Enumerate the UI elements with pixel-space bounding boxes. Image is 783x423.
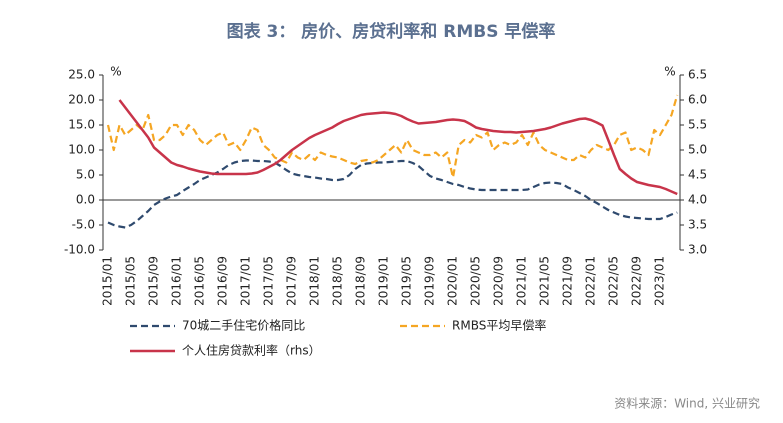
x-tick-label: 2020/05 [469,256,483,306]
x-tick-label: 2015/09 [147,256,161,306]
x-tick-label: 2018/01 [308,256,322,306]
x-tick-label: 2019/05 [400,256,414,306]
y-tick-label: 25.0 [68,68,95,82]
y2-tick-label: 5.5 [688,118,707,132]
y-tick-label: 0.0 [76,193,95,207]
y2-tick-label: 6.0 [688,93,707,107]
y2-tick-label: 5.0 [688,143,707,157]
y-tick-label: 20.0 [68,93,95,107]
series-line [118,99,678,196]
x-tick-label: 2016/09 [216,256,230,306]
y2-tick-label: 6.5 [688,68,707,82]
x-tick-label: 2018/09 [354,256,368,306]
x-tick-label: 2019/01 [377,256,391,306]
y2-axis-unit: % [664,65,675,79]
x-tick-label: 2023/01 [653,256,667,306]
legend-label: 70城二手住宅价格同比 [182,318,305,333]
x-tick-label: 2015/05 [124,256,138,306]
x-tick-label: 2022/05 [607,256,621,306]
y-tick-label: 5.0 [76,168,95,182]
chart-title: 图表 3： 房价、房贷利率和 RMBS 早偿率 [227,21,556,42]
series-line [106,94,679,179]
y2-tick-label: 3.5 [688,218,707,232]
x-tick-label: 2021/05 [538,256,552,306]
y-tick-label: 15.0 [68,118,95,132]
x-tick-label: 2019/09 [423,256,437,306]
y2-tick-label: 4.5 [688,168,707,182]
x-tick-label: 2021/01 [515,256,529,306]
series-line [107,159,678,229]
y-tick-label: -5.0 [72,218,95,232]
x-tick-label: 2016/05 [193,256,207,306]
x-tick-label: 2015/01 [101,256,115,306]
y-axis-unit: % [110,65,121,79]
source-note: 资料来源：Wind, 兴业研究 [614,396,760,411]
y2-tick-label: 4.0 [688,193,707,207]
y2-tick-label: 3.0 [688,243,707,257]
x-tick-label: 2017/09 [285,256,299,306]
x-tick-label: 2017/05 [262,256,276,306]
x-tick-label: 2022/01 [584,256,598,306]
legend-label: RMBS平均早偿率 [452,318,546,333]
x-tick-label: 2020/09 [492,256,506,306]
x-tick-label: 2016/01 [170,256,184,306]
x-tick-label: 2018/05 [331,256,345,306]
x-tick-label: 2021/09 [561,256,575,306]
y-tick-label: -10.0 [64,243,95,257]
x-tick-label: 2022/09 [630,256,644,306]
y-tick-label: 10.0 [68,143,95,157]
x-tick-label: 2017/01 [239,256,253,306]
legend-label: 个人住房贷款利率（rhs） [182,343,321,358]
x-tick-label: 2020/01 [446,256,460,306]
